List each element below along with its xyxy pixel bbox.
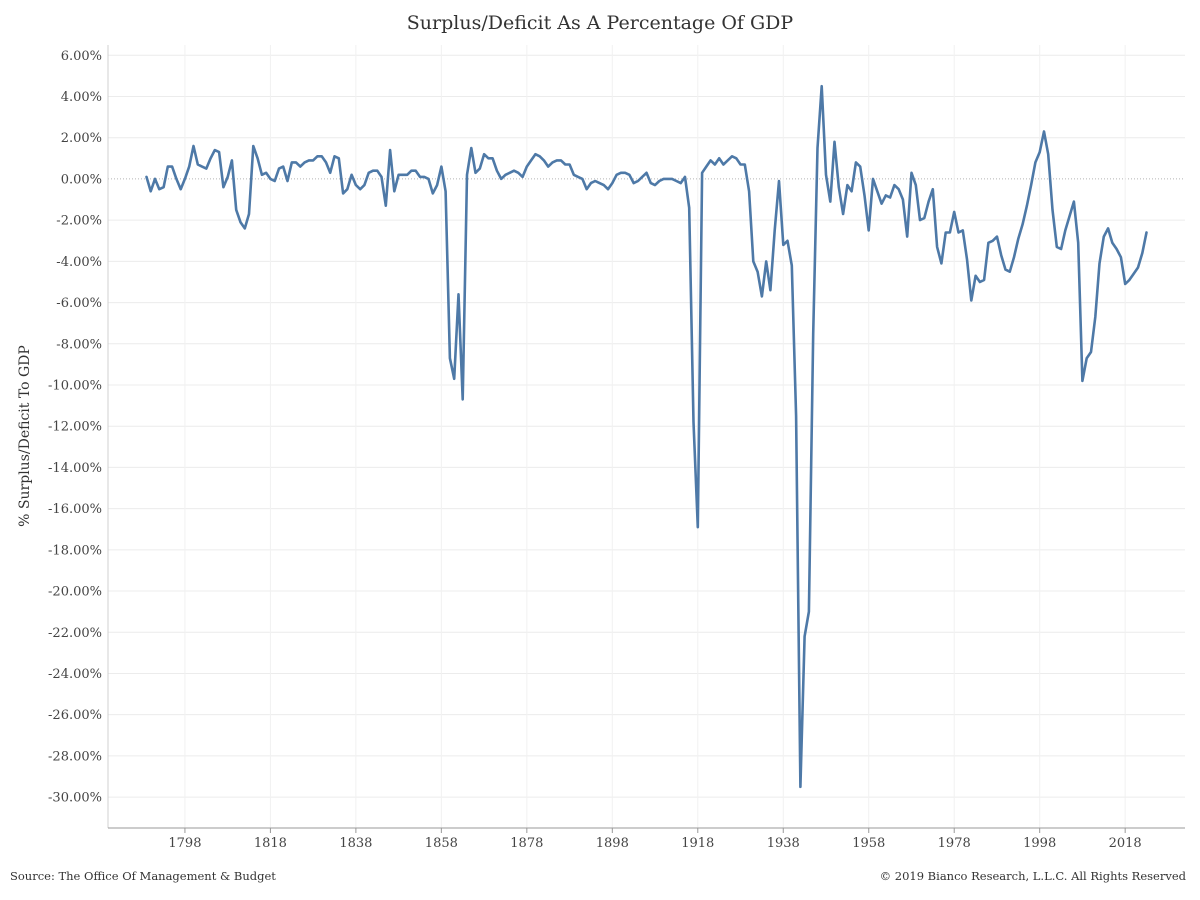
x-tick-label: 1878 [510, 836, 543, 851]
x-axis-ticks: 1798 1818 1838 1858 1878 1898 1918 1938 1958 1978… [168, 836, 1141, 851]
y-tick-label: -26.00% [48, 708, 102, 723]
x-tick-label: 2018 [1109, 836, 1142, 851]
x-tick-label: 1898 [596, 836, 629, 851]
y-tick-label: -30.00% [48, 791, 102, 806]
y-tick-label: -8.00% [56, 337, 102, 352]
source-note: Source: The Office Of Management & Budge… [10, 869, 276, 883]
y-tick-label: -12.00% [48, 420, 102, 435]
y-tick-label: -6.00% [56, 296, 102, 311]
x-tick-label: 1858 [425, 836, 458, 851]
x-tick-label: 1838 [339, 836, 372, 851]
chart-title: Surplus/Deficit As A Percentage Of GDP [406, 12, 794, 34]
x-tick-label: 1938 [767, 836, 800, 851]
x-tick-label: 1998 [1023, 836, 1056, 851]
gridlines [108, 45, 1185, 828]
series-layer [145, 84, 1148, 789]
y-tick-label: -10.00% [48, 378, 102, 393]
y-tick-label: -2.00% [56, 214, 102, 229]
x-tick-label: 1958 [852, 836, 885, 851]
y-tick-label: 0.00% [61, 172, 102, 187]
y-tick-label: -16.00% [48, 502, 102, 517]
y-tick-label: 6.00% [61, 49, 102, 64]
x-tick-label: 1798 [168, 836, 201, 851]
y-axis-title: % Surplus/Deficit To GDP [17, 345, 33, 527]
y-tick-label: -14.00% [48, 461, 102, 476]
x-tick-label: 1818 [254, 836, 287, 851]
y-tick-label: 4.00% [61, 90, 102, 105]
y-tick-label: -20.00% [48, 585, 102, 600]
copyright-note: © 2019 Bianco Research, L.L.C. All Right… [879, 869, 1186, 883]
y-tick-label: -28.00% [48, 749, 102, 764]
y-tick-label: -22.00% [48, 626, 102, 641]
x-tick-label: 1978 [938, 836, 971, 851]
y-tick-label: -4.00% [56, 255, 102, 270]
series-line-0 [145, 84, 1148, 789]
y-axis-ticks: 6.00% 4.00% 2.00% 0.00% -2.00% -4.00% -6.00% -8… [48, 49, 102, 806]
axes [107, 45, 1185, 833]
x-tick-label: 1918 [681, 836, 714, 851]
y-tick-label: -18.00% [48, 543, 102, 558]
y-tick-label: 2.00% [61, 131, 102, 146]
y-tick-label: -24.00% [48, 667, 102, 682]
